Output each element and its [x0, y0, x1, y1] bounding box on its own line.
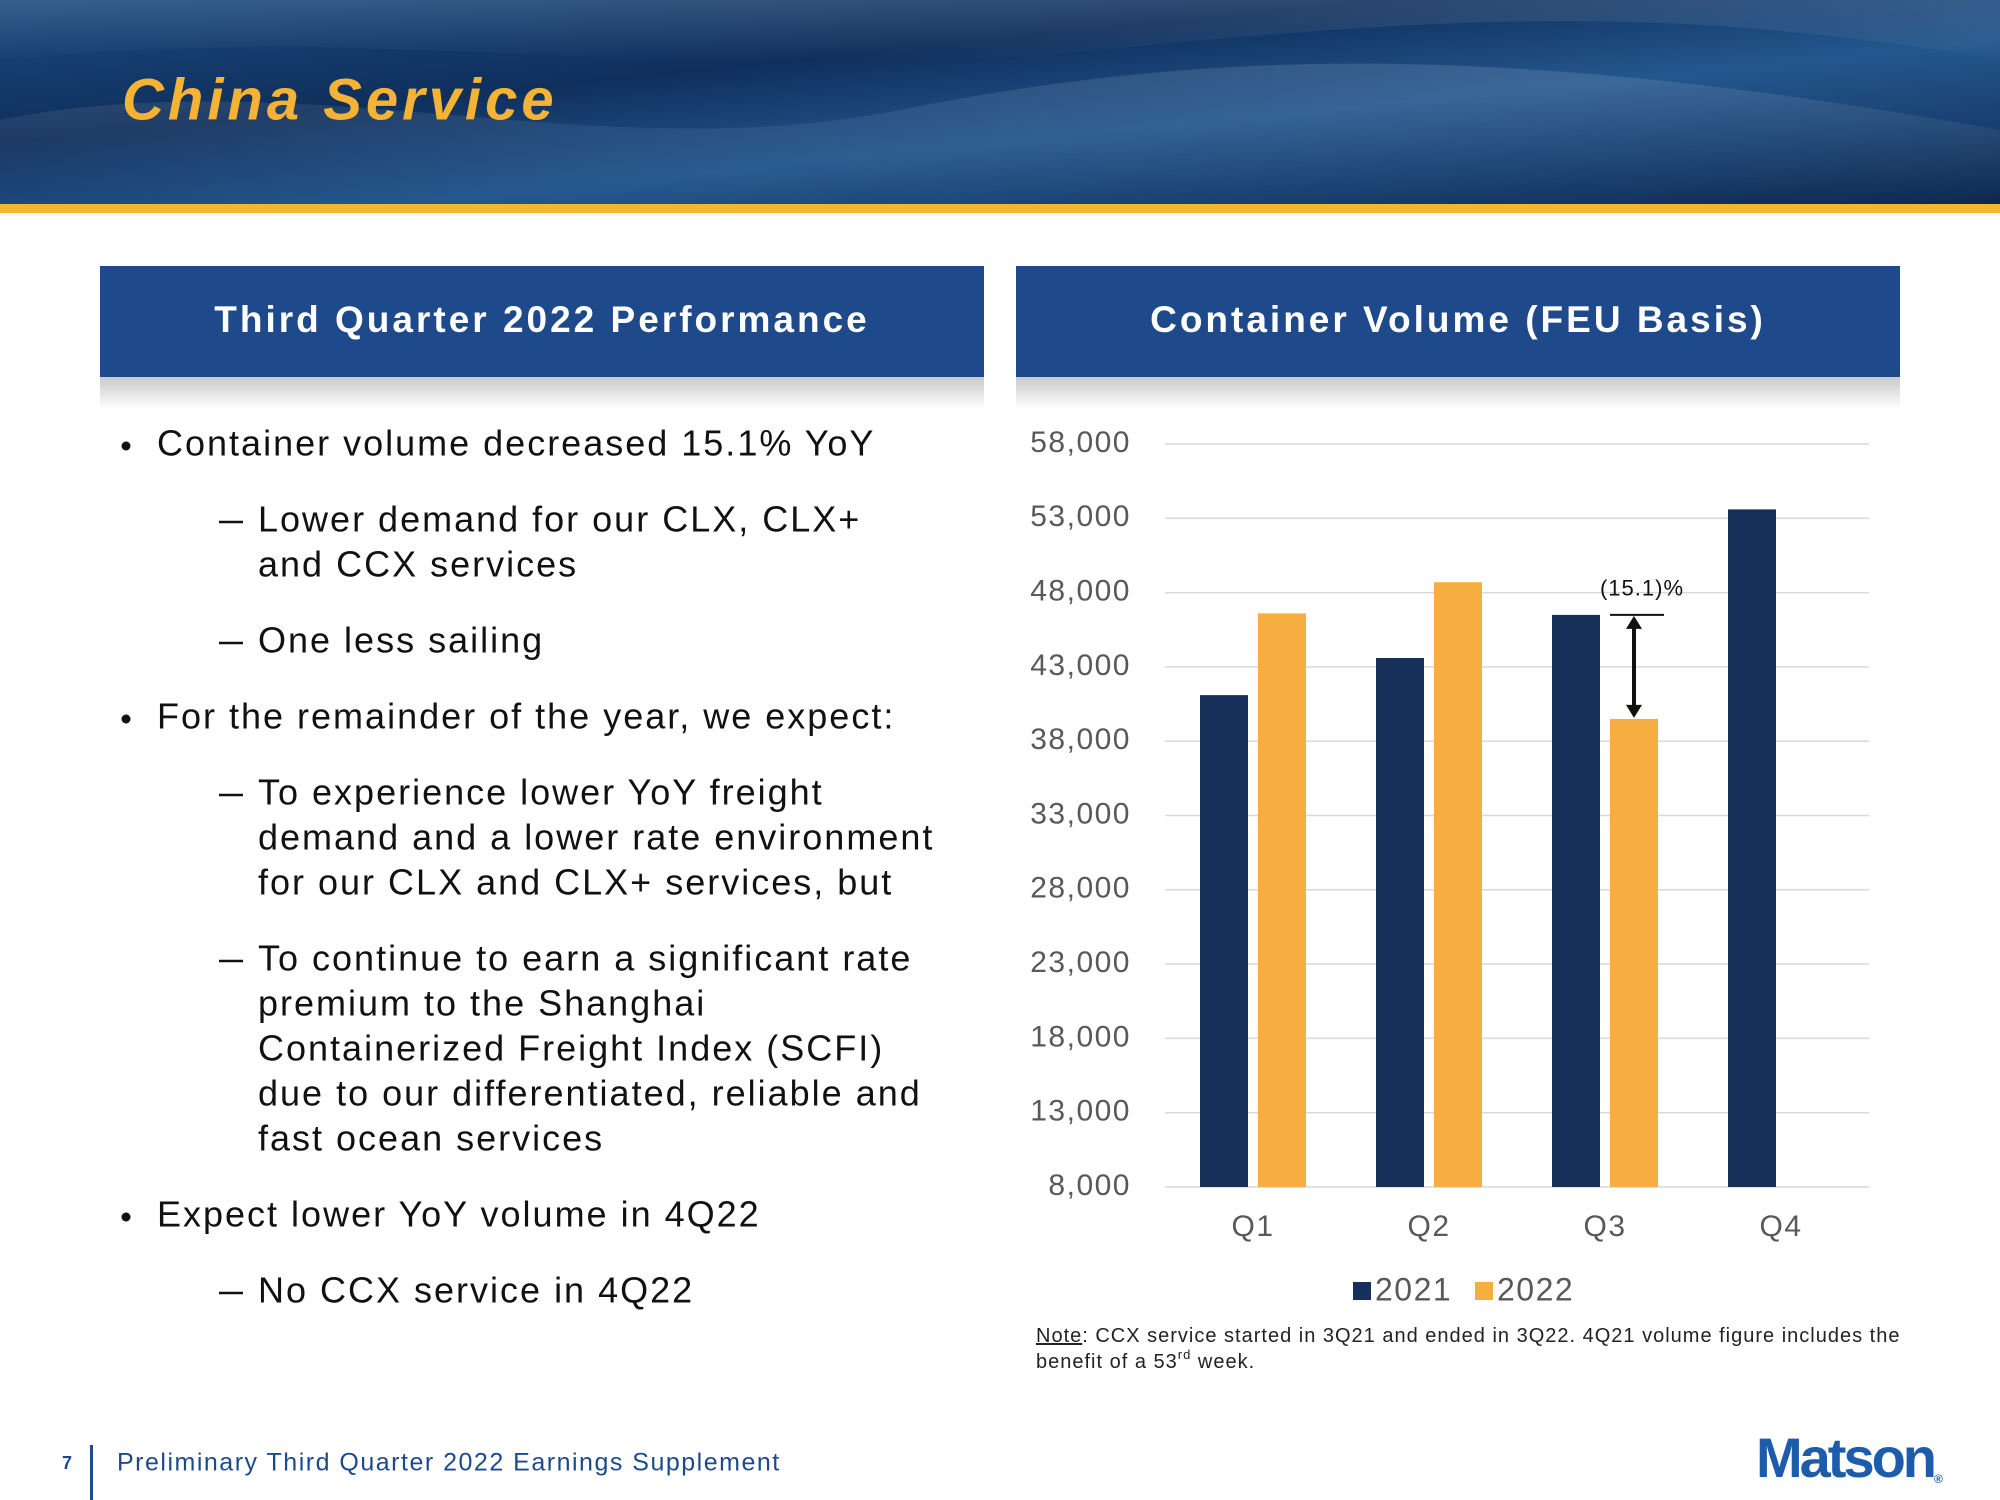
y-tick-label: 18,000 [1030, 1020, 1131, 1053]
header-wave [0, 0, 2000, 63]
bar [1610, 718, 1658, 1187]
note-text: : CCX service started in 3Q21 and ended … [1082, 1325, 1900, 1347]
note-label: Note [1036, 1325, 1082, 1347]
sub-bullet-text: One less sailing [258, 620, 544, 661]
slide-title: China Service [122, 67, 558, 132]
logo-mark: ® [1934, 1472, 1943, 1486]
bullet-dot [121, 714, 131, 724]
y-tick-label: 8,000 [1048, 1169, 1131, 1202]
arrow-head [1626, 704, 1642, 718]
sub-bullet-text: To continue to earn a significant rate [258, 938, 912, 979]
bar [1258, 613, 1306, 1187]
bullet-list: Container volume decreased 15.1% YoY Lowe… [121, 423, 934, 1311]
y-tick-label: 33,000 [1030, 797, 1131, 830]
logo: Matson® [1756, 1426, 1943, 1489]
bar [1200, 695, 1248, 1187]
sub-bullet-text: Containerized Freight Index (SCFI) [258, 1028, 884, 1069]
footer-text: Preliminary Third Quarter 2022 Earnings … [117, 1449, 781, 1477]
chart-title: Container Volume (FEU Basis) [1150, 299, 1766, 340]
panel-title: Third Quarter 2022 Performance [214, 299, 870, 340]
legend-label: 2021 [1375, 1271, 1452, 1307]
y-tick-label: 38,000 [1030, 723, 1131, 756]
x-tick-label: Q2 [1407, 1210, 1450, 1243]
panel-shadow [1016, 377, 1900, 409]
y-tick-label: 13,000 [1030, 1095, 1131, 1128]
legend-swatch [1353, 1282, 1371, 1300]
note: Note: CCX service started in 3Q21 and en… [1036, 1325, 1900, 1347]
page-number: 7 [62, 1453, 72, 1473]
header-rule [0, 204, 2000, 213]
sub-bullet-text: fast ocean services [258, 1118, 604, 1159]
bullet-text: Expect lower YoY volume in 4Q22 [157, 1194, 761, 1235]
sub-bullet-text: for our CLX and CLX+ services, but [258, 862, 893, 903]
sub-bullet-text: Lower demand for our CLX, CLX+ [258, 499, 861, 540]
y-tick-label: 58,000 [1030, 426, 1131, 459]
x-tick-label: Q3 [1583, 1210, 1626, 1243]
chart: 8,000 13,000 18,000 23,000 28,000 33,000 38,00… [1030, 426, 1869, 1307]
note-superscript: rd [1178, 1347, 1192, 1362]
x-tick-label: Q1 [1231, 1210, 1274, 1243]
note: benefit of a 53rd week. [1036, 1347, 1255, 1373]
logo-text: Matson [1756, 1426, 1934, 1489]
x-tick-label: Q4 [1759, 1210, 1802, 1243]
sub-bullet-text: and CCX services [258, 544, 578, 585]
y-tick-label: 23,000 [1030, 946, 1131, 979]
header-wave [0, 63, 2000, 204]
panel-shadow [100, 377, 984, 409]
bar [1728, 509, 1776, 1187]
bar [1552, 614, 1600, 1187]
y-tick-label: 48,000 [1030, 575, 1131, 608]
y-tick-label: 43,000 [1030, 649, 1131, 682]
note-text: benefit of a 53 [1036, 1351, 1178, 1373]
annotation: (15.1)% [1600, 576, 1684, 601]
sub-bullet-text: To experience lower YoY freight [258, 772, 824, 813]
note-text: week. [1191, 1351, 1255, 1373]
legend-label: 2022 [1497, 1271, 1574, 1307]
bar [1434, 582, 1482, 1187]
panel-header [1016, 266, 1900, 377]
sub-bullet-text: No CCX service in 4Q22 [258, 1270, 694, 1311]
y-tick-label: 28,000 [1030, 872, 1131, 905]
bullet-dot [121, 1212, 131, 1222]
sub-bullet-text: demand and a lower rate environment [258, 817, 934, 858]
sub-bullet-text: due to our differentiated, reliable and [258, 1073, 922, 1114]
legend-swatch [1475, 1282, 1493, 1300]
panel-header [100, 266, 984, 377]
y-tick-label: 53,000 [1030, 500, 1131, 533]
sub-bullet-text: premium to the Shanghai [258, 983, 706, 1024]
bullet-text: For the remainder of the year, we expect… [157, 696, 895, 737]
arrow-head [1626, 615, 1642, 629]
footer-divider [90, 1445, 93, 1500]
bar [1376, 657, 1424, 1187]
bullet-text: Container volume decreased 15.1% YoY [157, 423, 875, 464]
bullet-dot [121, 441, 131, 451]
